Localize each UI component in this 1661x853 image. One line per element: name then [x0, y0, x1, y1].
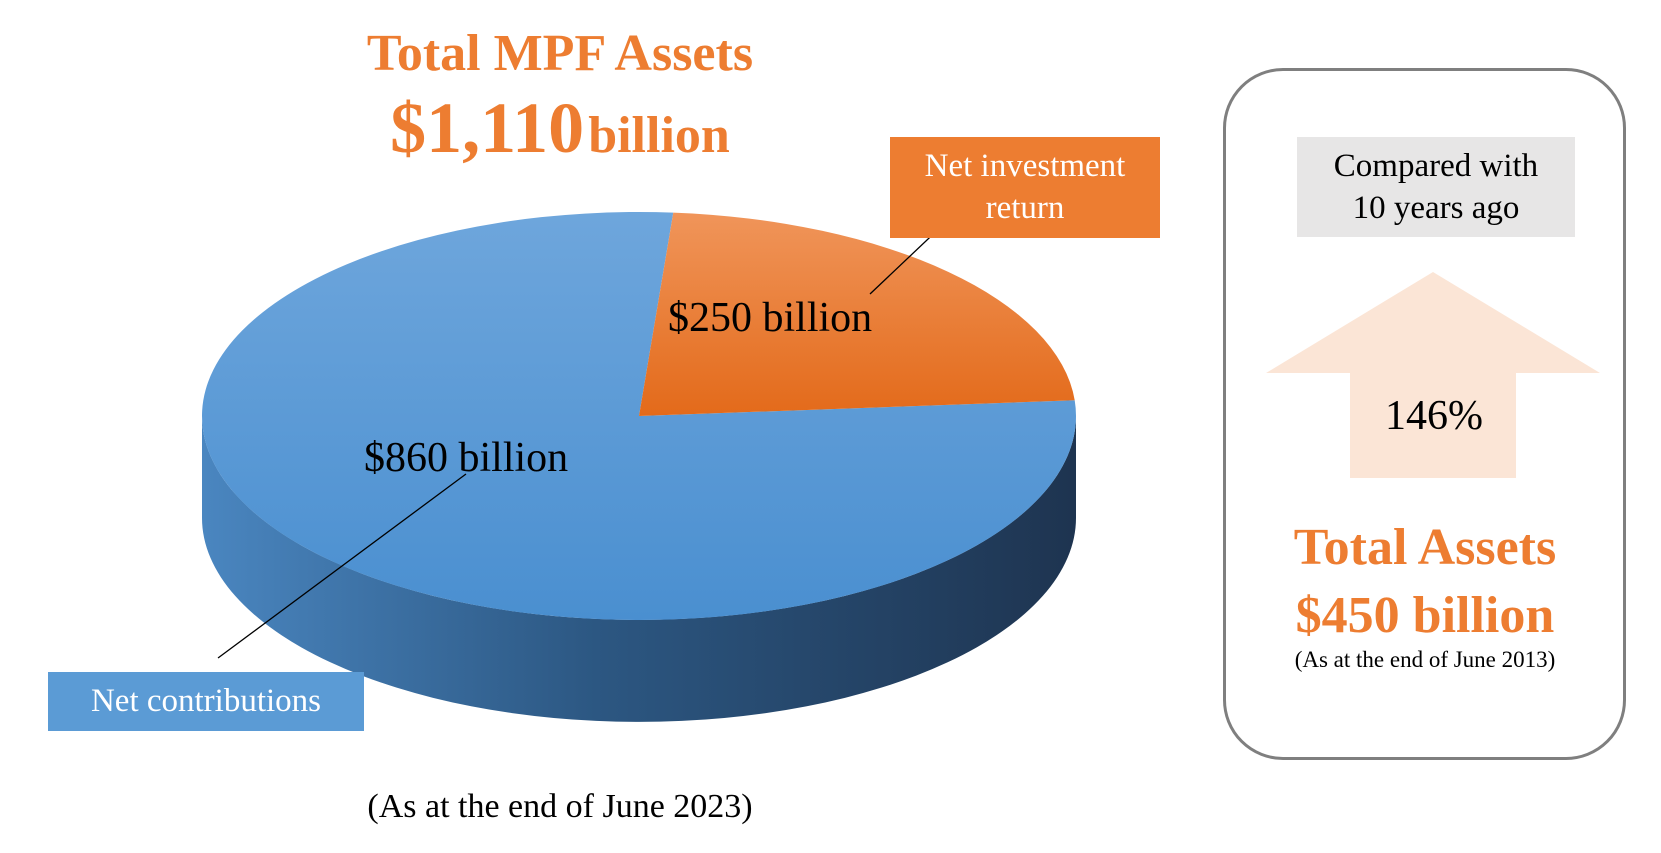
pie-chart [201, 203, 1076, 722]
pie-side-wall [202, 416, 1076, 722]
past-assets-value: $450 billion [1295, 587, 1555, 644]
past-assets-title: Total Assets [1293, 519, 1557, 576]
leader-line-net-contributions [217, 473, 467, 659]
label-box-net-contributions: Net contributions [48, 672, 364, 731]
compare-heading-line2: 10 years ago [1352, 190, 1520, 226]
past-assets-as-at-note: (As at the end of June 2013) [1294, 647, 1556, 672]
total-amount-value: $1,110 [390, 88, 585, 168]
label-box-net-investment-return: Net investment return [890, 137, 1160, 238]
growth-percent: 146% [1385, 393, 1483, 439]
up-arrow-icon [1266, 272, 1600, 478]
slice-value-net-contributions: $860 billion [364, 435, 569, 481]
compare-heading-box: Compared with 10 years ago [1297, 137, 1575, 237]
as-at-footnote: (As at the end of June 2023) [367, 788, 753, 825]
label-net-investment-line1: Net investment [924, 148, 1126, 185]
chart-total-amount: $1,110 billion [300, 92, 820, 164]
total-amount-unit: billion [588, 107, 730, 164]
label-net-contributions: Net contributions [90, 682, 322, 719]
slice-value-net-investment-return: $250 billion [668, 295, 873, 341]
pie-slice-net-investment-return [639, 212, 1075, 416]
label-net-investment-line2: return [985, 189, 1065, 226]
compare-heading-line1: Compared with [1333, 147, 1539, 184]
chart-title: Total MPF Assets [366, 25, 754, 82]
